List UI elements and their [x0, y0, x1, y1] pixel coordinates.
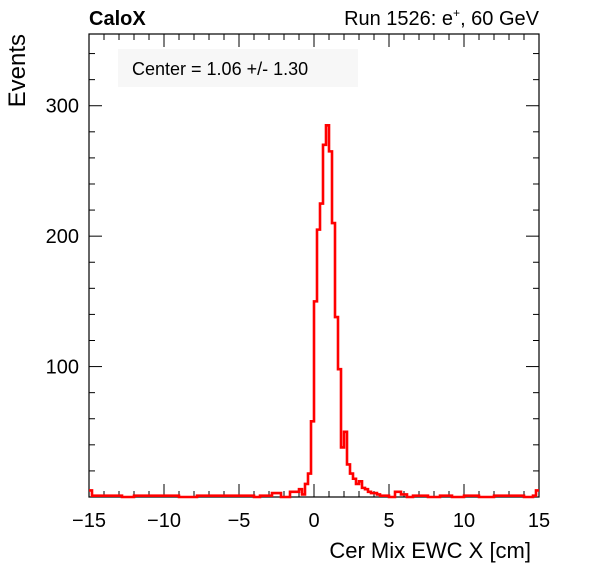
x-tick-label: −5	[228, 510, 251, 532]
x-tick-label: −10	[147, 510, 181, 532]
y-tick-label: 300	[46, 96, 79, 118]
plot-frame	[88, 33, 540, 498]
annotation-text: Center = 1.06 +/- 1.30	[132, 59, 308, 79]
run-label: Run 1526: e+, 60 GeV	[344, 6, 540, 30]
annotation-box	[118, 49, 358, 87]
x-tick-label: 10	[453, 510, 475, 532]
histogram-step-line	[89, 124, 539, 499]
x-tick-labels: −15 −10 −5 0 5 10 15	[72, 510, 550, 532]
x-tick-label: −15	[72, 510, 106, 532]
y-tick-labels: 100 200 300	[46, 96, 79, 379]
x-tick-label: 0	[308, 510, 319, 532]
histogram-bin	[320, 204, 323, 497]
y-axis-title: Events	[4, 34, 31, 107]
y-tick-label: 200	[46, 226, 79, 248]
histogram-bin	[326, 125, 329, 497]
x-tick-label: 5	[383, 510, 394, 532]
tick-marks	[88, 34, 540, 497]
experiment-label: CaloX	[89, 8, 146, 30]
y-tick-label: 100	[46, 357, 79, 379]
x-axis-title: Cer Mix EWC X [cm]	[329, 538, 531, 563]
histogram-bin	[341, 447, 344, 497]
x-tick-label: 15	[528, 510, 550, 532]
